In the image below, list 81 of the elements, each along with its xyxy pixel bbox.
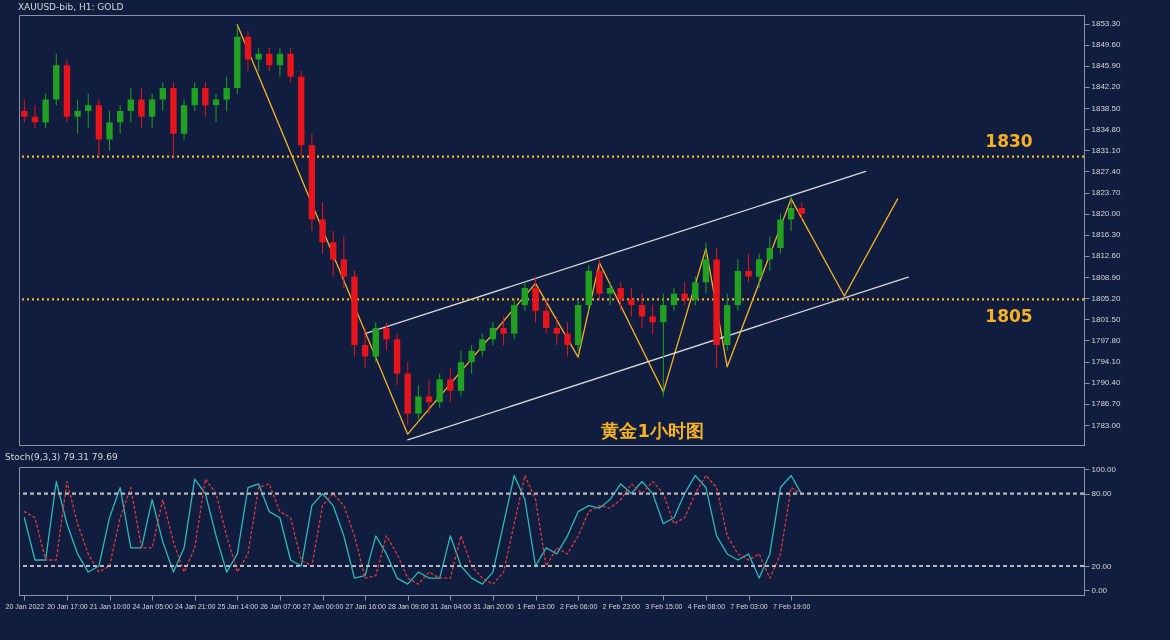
candlestick <box>148 93 156 129</box>
y-tick-label: 1849.60 <box>1091 40 1121 50</box>
y-tick-label: 20.00 <box>1091 561 1113 571</box>
y-tick-label: 80.00 <box>1091 489 1113 499</box>
y-tick-label: 100.00 <box>1091 464 1117 474</box>
candlestick <box>479 333 486 357</box>
candlestick <box>681 281 688 306</box>
y-tick-label: 0.00 <box>1091 585 1108 595</box>
candlestick <box>116 104 124 135</box>
candlestick <box>21 99 28 123</box>
candlestick <box>74 99 81 135</box>
candlestick <box>383 321 390 352</box>
candlestick <box>564 321 571 357</box>
y-tick-label: 1823.70 <box>1091 188 1121 198</box>
y-tick-label: 1808.90 <box>1091 272 1121 282</box>
y-tick-label: 1827.40 <box>1091 166 1121 176</box>
chart-title: XAUUSD-bib, H1: GOLD <box>17 2 124 12</box>
line-series <box>23 474 803 585</box>
candlestick <box>127 87 135 123</box>
candlestick <box>617 281 624 312</box>
candlestick <box>447 367 454 403</box>
candlestick <box>628 287 635 318</box>
y-tick-label: 1794.10 <box>1091 357 1121 367</box>
candlestick <box>489 321 497 346</box>
candlestick <box>638 293 646 329</box>
candlestick <box>436 373 443 409</box>
y-tick-label: 1783.00 <box>1091 420 1121 430</box>
candlestick <box>223 76 230 112</box>
candlestick <box>532 276 539 323</box>
candlestick <box>415 384 422 420</box>
candlestick <box>660 293 667 397</box>
y-tick-label: 1831.10 <box>1091 145 1121 155</box>
candlestick <box>42 93 49 129</box>
candlestick <box>755 253 763 289</box>
candlestick <box>106 110 113 152</box>
y-tick-label: 1801.50 <box>1091 314 1121 324</box>
y-tick-label: 1797.80 <box>1091 336 1121 345</box>
candlestick <box>287 47 294 83</box>
y-tick-label: 1816.30 <box>1091 230 1121 240</box>
candlestick <box>319 201 326 255</box>
candlestick <box>425 378 433 415</box>
candlestick <box>745 253 752 283</box>
candlestick <box>702 241 710 295</box>
candlestick <box>329 230 337 278</box>
y-tick-label: 1820.00 <box>1091 209 1121 219</box>
candlestick <box>787 196 795 232</box>
candlestick <box>340 236 348 289</box>
candlestick <box>266 47 273 72</box>
candlestick <box>692 276 699 306</box>
candlestick <box>244 30 252 72</box>
candlestick <box>649 304 656 335</box>
candlestick <box>191 81 198 112</box>
candlestick <box>542 298 550 335</box>
ref-line-label: 1805 <box>985 306 1033 327</box>
y-tick-label: 1845.90 <box>1091 61 1121 71</box>
candlestick <box>138 87 145 129</box>
ref-line-label: 1830 <box>985 130 1033 151</box>
candlestick <box>553 316 561 346</box>
candlestick <box>500 316 507 346</box>
candlestick <box>202 81 209 118</box>
candlestick <box>85 93 92 129</box>
candlestick <box>468 344 475 375</box>
candlestick <box>255 47 262 72</box>
chart-title: Stoch(9,3,3) 79.31 79.69 <box>5 452 118 463</box>
candlestick <box>521 281 529 312</box>
annotation: 黄金1小时图 <box>600 420 704 441</box>
y-tick-label: 1838.50 <box>1091 103 1121 113</box>
y-tick-label: 1805.20 <box>1091 293 1121 303</box>
y-tick-label: 1853.30 <box>1091 19 1121 29</box>
y-tick-label: 1842.20 <box>1091 82 1121 92</box>
y-tick-label: 1786.70 <box>1091 399 1121 409</box>
y-tick-label: 1834.80 <box>1091 124 1121 134</box>
candlestick <box>276 47 284 78</box>
candlestick <box>159 81 166 112</box>
candlestick <box>766 236 774 272</box>
candlestick <box>596 258 603 300</box>
candlestick <box>361 327 369 369</box>
y-tick-label: 1790.40 <box>1091 378 1121 388</box>
y-tick-label: 1812.60 <box>1091 251 1121 261</box>
candlestick <box>670 287 678 312</box>
candlestick <box>606 281 614 306</box>
